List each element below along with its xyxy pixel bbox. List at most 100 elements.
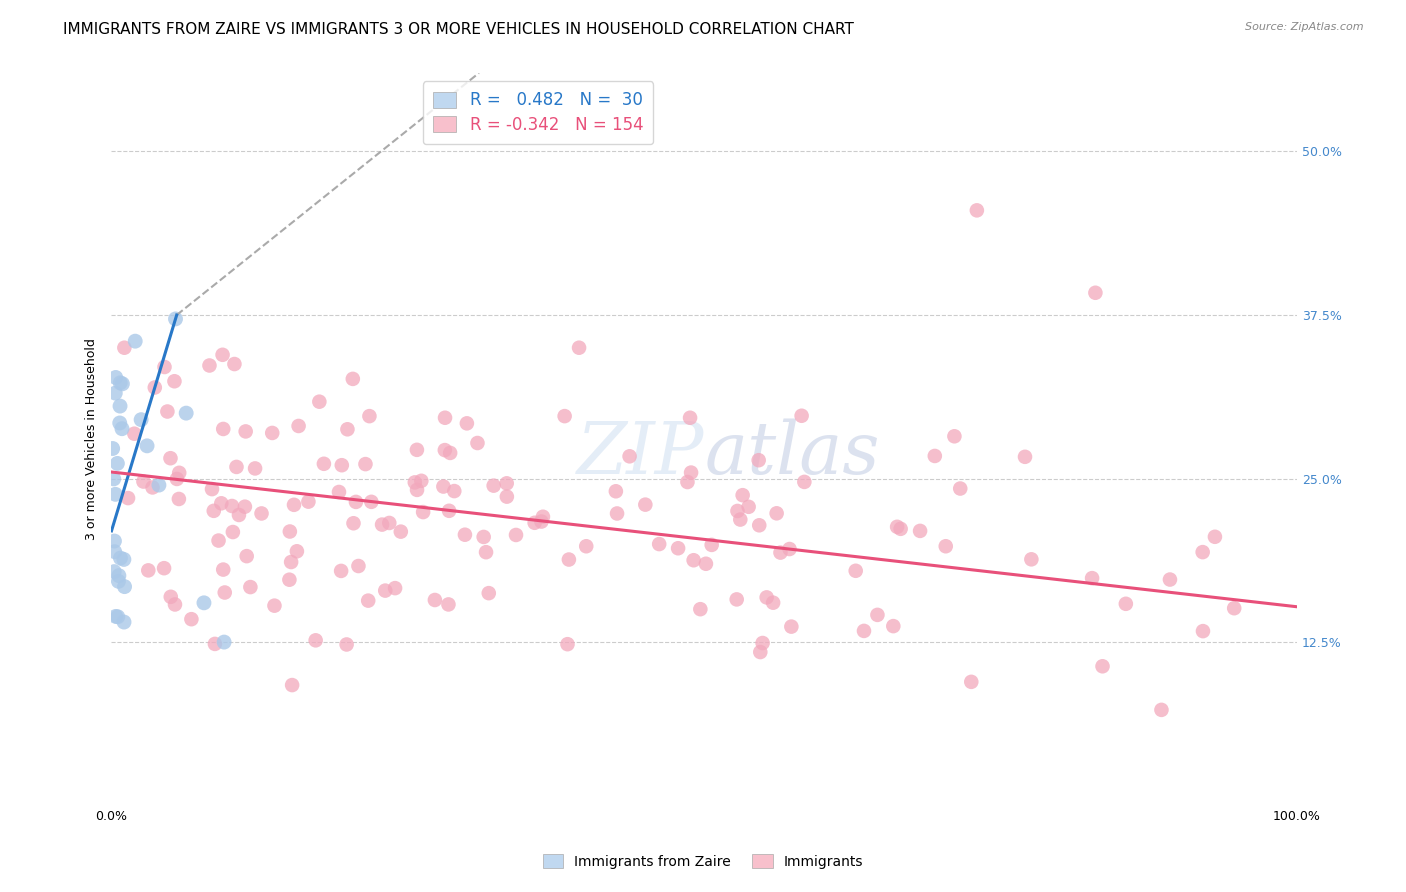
Point [439, 446, 461, 460]
Point [336, 422, 359, 436]
Point [769, 546, 792, 560]
Point [354, 457, 377, 471]
Point [211, 348, 233, 362]
Point [437, 504, 460, 518]
Point [166, 472, 188, 486]
Point [751, 636, 773, 650]
Point [676, 475, 699, 489]
Point [104, 386, 127, 401]
Point [174, 406, 197, 420]
Point [159, 590, 181, 604]
Point [411, 474, 433, 488]
Point [108, 568, 131, 582]
Point [456, 417, 478, 431]
Point [634, 498, 657, 512]
Point [156, 404, 179, 418]
Point [212, 635, 235, 649]
Point [278, 524, 301, 539]
Point [202, 504, 225, 518]
Point [606, 507, 628, 521]
Point [531, 509, 554, 524]
Point [389, 524, 412, 539]
Point [1115, 597, 1137, 611]
Point [406, 483, 429, 497]
Point [679, 410, 702, 425]
Point [285, 544, 308, 558]
Point [557, 637, 579, 651]
Point [163, 598, 186, 612]
Point [966, 203, 988, 218]
Point [472, 530, 495, 544]
Point [153, 359, 176, 374]
Point [943, 429, 966, 443]
Point [278, 573, 301, 587]
Point [495, 490, 517, 504]
Point [793, 475, 815, 489]
Point [180, 612, 202, 626]
Point [681, 466, 703, 480]
Point [207, 533, 229, 548]
Point [558, 552, 581, 566]
Point [201, 482, 224, 496]
Point [111, 376, 134, 391]
Point [725, 592, 748, 607]
Text: IMMIGRANTS FROM ZAIRE VS IMMIGRANTS 3 OR MORE VEHICLES IN HOUSEHOLD CORRELATION : IMMIGRANTS FROM ZAIRE VS IMMIGRANTS 3 OR… [63, 22, 855, 37]
Point [347, 559, 370, 574]
Point [374, 583, 396, 598]
Point [283, 498, 305, 512]
Point [619, 450, 641, 464]
Point [204, 637, 226, 651]
Point [104, 544, 127, 558]
Text: atlas: atlas [704, 418, 880, 489]
Point [141, 480, 163, 494]
Point [163, 374, 186, 388]
Point [101, 442, 124, 456]
Point [433, 443, 456, 458]
Point [1021, 552, 1043, 566]
Point [762, 596, 785, 610]
Point [281, 678, 304, 692]
Point [949, 482, 972, 496]
Point [437, 598, 460, 612]
Point [406, 442, 429, 457]
Point [371, 517, 394, 532]
Point [107, 609, 129, 624]
Point [287, 419, 309, 434]
Point [1191, 545, 1213, 559]
Point [112, 615, 135, 629]
Point [755, 591, 778, 605]
Point [779, 541, 801, 556]
Text: ZIP: ZIP [576, 418, 704, 489]
Point [378, 516, 401, 530]
Point [222, 524, 245, 539]
Point [280, 555, 302, 569]
Point [530, 515, 553, 529]
Point [1081, 571, 1104, 585]
Point [198, 359, 221, 373]
Point [136, 563, 159, 577]
Point [1204, 530, 1226, 544]
Point [845, 564, 868, 578]
Point [243, 461, 266, 475]
Point [882, 619, 904, 633]
Point [114, 580, 136, 594]
Text: Source: ZipAtlas.com: Source: ZipAtlas.com [1246, 22, 1364, 32]
Point [263, 599, 285, 613]
Point [478, 586, 501, 600]
Point [935, 539, 957, 553]
Point [312, 457, 335, 471]
Point [890, 522, 912, 536]
Point [423, 593, 446, 607]
Point [104, 370, 127, 384]
Point [330, 458, 353, 473]
Point [132, 475, 155, 489]
Point [700, 538, 723, 552]
Point [505, 528, 527, 542]
Point [104, 609, 127, 624]
Point [748, 518, 770, 533]
Point [689, 602, 711, 616]
Point [104, 487, 127, 501]
Point [167, 466, 190, 480]
Point [737, 500, 759, 514]
Point [112, 341, 135, 355]
